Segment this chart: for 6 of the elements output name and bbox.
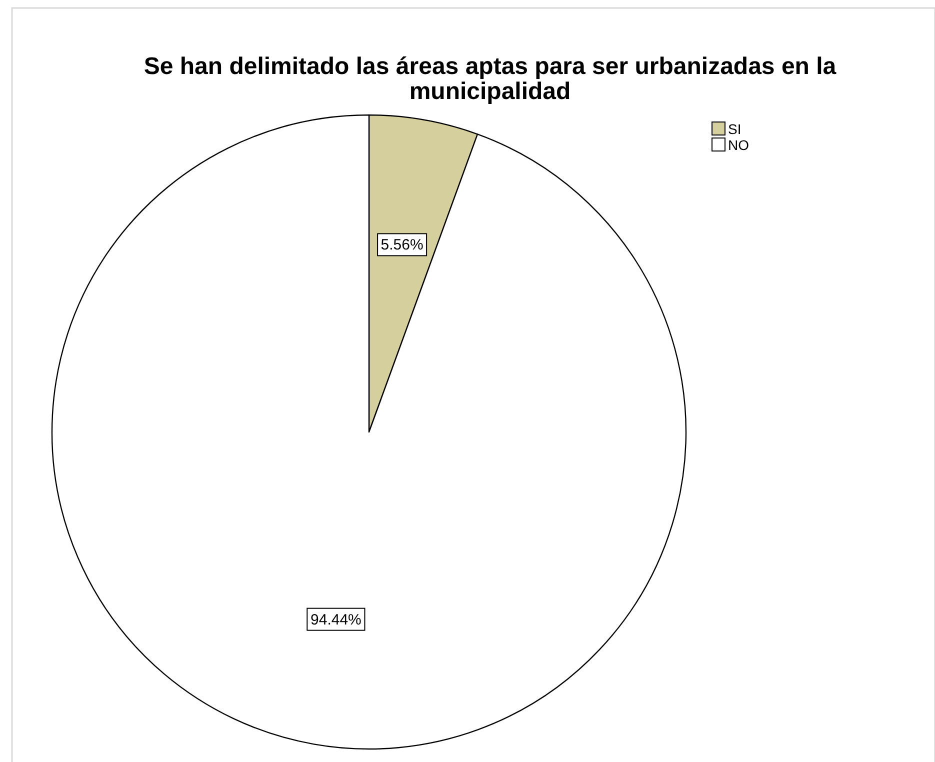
data-label: 5.56% xyxy=(380,236,424,254)
chart-title: Se han delimitado las áreas aptas para ser urbanizadas en la municipalidad xyxy=(144,53,837,105)
data-label: 94.44% xyxy=(310,611,362,628)
legend-label: SI xyxy=(728,121,742,137)
legend-label: NO xyxy=(728,137,750,153)
pie-slice xyxy=(51,114,686,750)
